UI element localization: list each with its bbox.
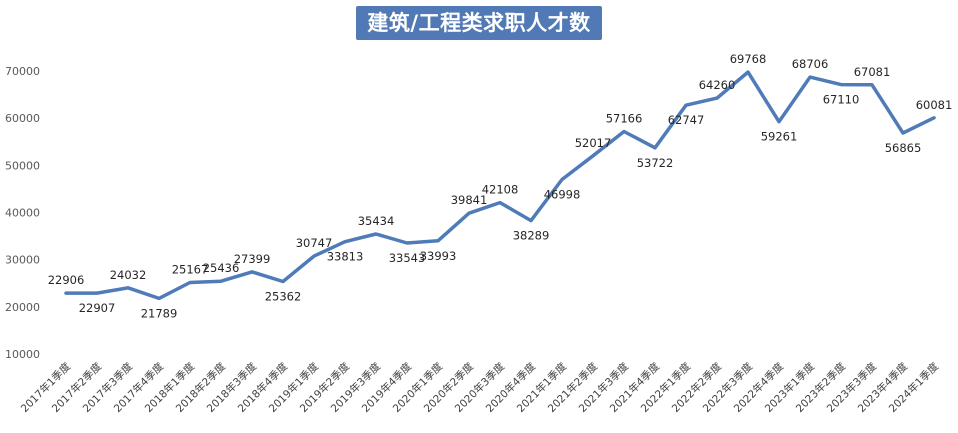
data-label: 25362 [265,290,302,304]
data-label: 59261 [761,130,798,144]
data-label: 67110 [823,93,860,107]
y-tick-label: 60000 [5,112,40,125]
data-label: 35434 [358,214,395,228]
data-label: 25436 [203,261,240,275]
data-label: 38289 [513,229,550,243]
data-label: 33543 [389,251,426,265]
y-tick-label: 10000 [5,348,40,361]
data-label: 62747 [668,113,705,127]
data-label: 42108 [482,183,519,197]
data-label: 25167 [172,262,209,276]
data-label: 46998 [544,187,581,201]
data-label: 64260 [699,78,736,92]
data-label: 24032 [110,268,147,282]
data-label: 27399 [234,252,271,266]
data-label: 69768 [730,52,767,66]
series-line [64,70,936,301]
y-tick-label: 20000 [5,301,40,314]
data-label: 68706 [792,57,829,71]
data-label: 39841 [451,193,488,207]
data-label: 33813 [327,250,364,264]
data-label: 60081 [916,98,953,112]
data-label: 57166 [606,112,643,126]
chart-title: 建筑/工程类求职人才数 [356,6,602,40]
y-tick-label: 50000 [5,159,40,172]
data-label: 53722 [637,156,674,170]
data-label: 22907 [79,301,116,315]
data-label: 52017 [575,136,612,150]
data-label: 21789 [141,306,178,320]
data-label: 22906 [48,273,85,287]
y-tick-label: 70000 [5,65,40,78]
data-label: 67081 [854,65,891,79]
y-tick-label: 30000 [5,254,40,267]
data-label: 33993 [420,249,457,263]
data-label: 56865 [885,141,922,155]
y-tick-label: 40000 [5,207,40,220]
data-label: 30747 [296,236,333,250]
